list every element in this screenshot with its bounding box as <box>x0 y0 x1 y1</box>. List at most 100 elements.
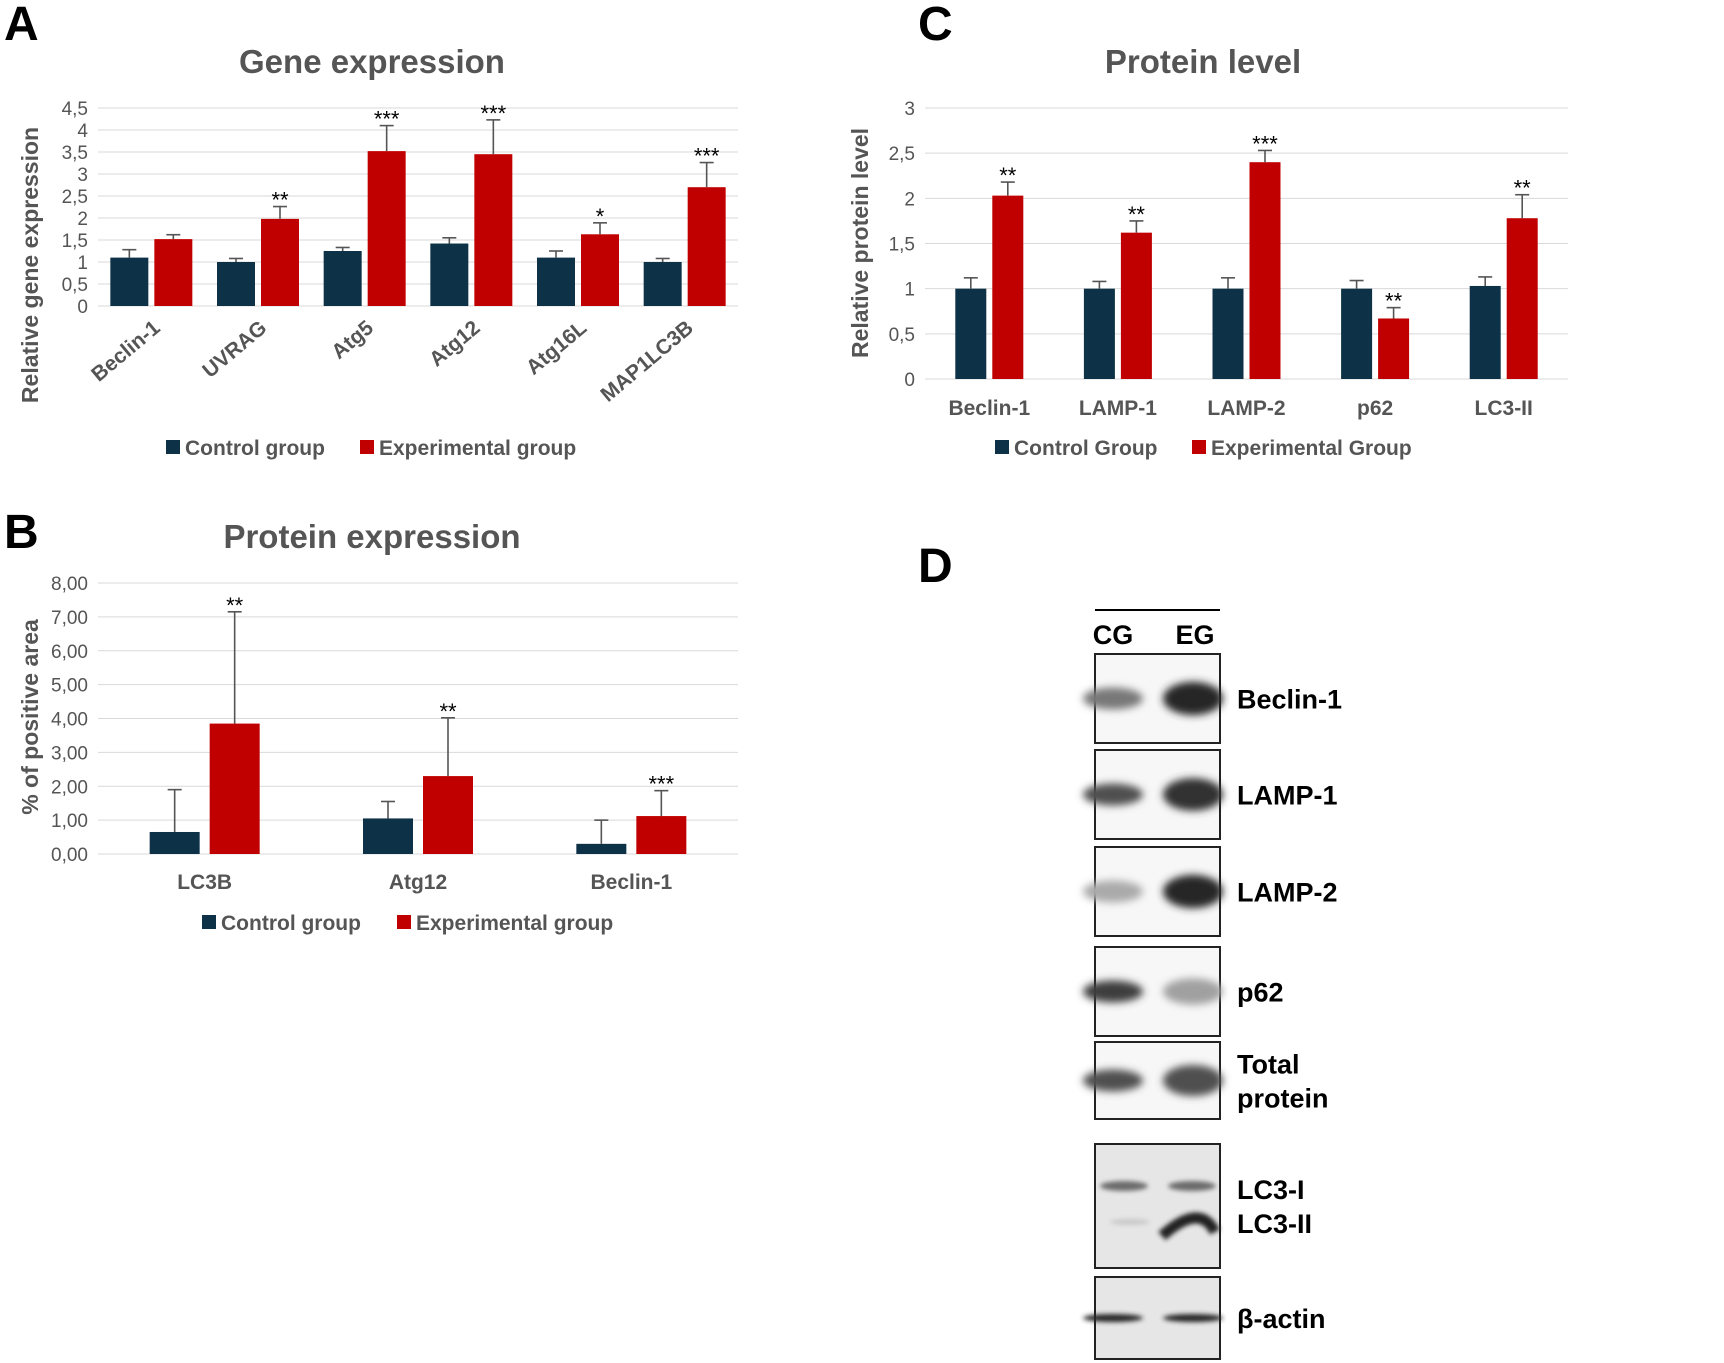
experimental-bar <box>154 239 193 306</box>
western-blot-panel: CG EG Beclin-1 LAMP-1 LAMP-2 p62 Total protein L… <box>1083 609 1342 1360</box>
y-tick-label: 3 <box>904 99 915 120</box>
blot-label: β-actin <box>1237 1304 1326 1334</box>
y-tick-label: 4,00 <box>51 710 88 731</box>
chart-a: Gene expression Relative gene expression 0… <box>17 43 738 460</box>
y-tick-label: 2,5 <box>62 187 88 208</box>
y-tick-label: 1 <box>904 280 915 301</box>
significance-marker: *** <box>694 144 720 169</box>
experimental-bar <box>1249 162 1281 379</box>
experimental-bar <box>474 154 513 306</box>
panel-letter-b: B <box>4 506 39 559</box>
control-bar <box>1083 288 1115 379</box>
y-tick-label: 1,00 <box>51 811 88 832</box>
y-tick-label: 0 <box>77 297 88 318</box>
legend-label-control: Control Group <box>1014 437 1157 460</box>
y-tick-label: 2,00 <box>51 777 88 798</box>
blot-actin: β-actin <box>1083 1276 1326 1360</box>
significance-marker: ** <box>439 699 457 724</box>
y-tick-label: 7,00 <box>51 608 88 629</box>
experimental-bar <box>992 195 1024 379</box>
legend-swatch-experimental <box>397 915 411 929</box>
band-eg <box>1163 681 1223 716</box>
band-cg <box>1083 687 1143 710</box>
control-bar <box>537 257 575 306</box>
y-tick-label: 3 <box>77 165 88 186</box>
blot-label: LC3-II <box>1237 1209 1312 1239</box>
blot-beclin: Beclin-1 <box>1083 653 1342 744</box>
y-tick-label: 2 <box>77 209 88 230</box>
blot-total-protein: Total protein <box>1083 1041 1329 1120</box>
lane-label-cg: CG <box>1093 620 1134 650</box>
y-tick-label: 2,5 <box>889 144 915 165</box>
category-label: Atg5 <box>327 316 378 364</box>
legend-label-experimental: Experimental group <box>379 437 576 460</box>
blot-label: protein <box>1237 1084 1329 1114</box>
y-tick-label: 0,5 <box>62 275 88 296</box>
experimental-bar <box>687 187 726 306</box>
y-tick-label: 3,00 <box>51 743 88 764</box>
control-bar <box>363 818 413 854</box>
band-cg <box>1083 1069 1143 1092</box>
legend-swatch-control <box>166 440 180 454</box>
control-bar <box>149 831 200 854</box>
category-label: Beclin-1 <box>87 316 165 386</box>
band-eg <box>1163 1065 1223 1096</box>
control-bar <box>1469 285 1501 379</box>
legend-swatch-experimental <box>360 440 374 454</box>
blot-p62: p62 <box>1083 946 1284 1037</box>
category-label: LAMP-2 <box>1207 397 1285 420</box>
experimental-bar <box>1506 218 1538 379</box>
significance-marker: * <box>596 204 605 229</box>
y-tick-label: 1,5 <box>62 231 88 252</box>
legend-label-control: Control group <box>185 437 325 460</box>
experimental-bar <box>581 234 619 306</box>
experimental-bar <box>636 816 687 854</box>
category-label: p62 <box>1357 397 1393 420</box>
blot-label: LAMP-1 <box>1237 781 1338 811</box>
category-label: Beclin-1 <box>948 397 1030 420</box>
significance-marker: *** <box>1252 131 1278 156</box>
panel-letter-d: D <box>918 540 953 593</box>
category-label: LC3B <box>177 871 232 894</box>
y-tick-label: 4 <box>77 121 88 142</box>
chart-title: Protein expression <box>223 518 520 555</box>
panel-letter-a: A <box>4 0 39 51</box>
y-tick-label: 3,5 <box>62 143 88 164</box>
significance-marker: ** <box>226 593 244 618</box>
y-axis-label: Relative gene expression <box>17 127 43 403</box>
band-lc3-i-cg <box>1100 1181 1148 1191</box>
significance-marker: ** <box>271 188 289 213</box>
chart-b: Protein expression % of positive area 0,00… <box>17 518 738 935</box>
y-tick-label: 8,00 <box>51 574 88 595</box>
legend-label-control: Control group <box>221 912 361 935</box>
band-eg <box>1163 874 1223 909</box>
category-label: LAMP-1 <box>1079 397 1157 420</box>
y-tick-label: 5,00 <box>51 676 88 697</box>
significance-marker: ** <box>1128 202 1146 227</box>
band-lc3-ii-eg <box>1158 1212 1220 1241</box>
experimental-bar <box>367 151 406 306</box>
experimental-bar <box>209 723 260 854</box>
experimental-bar <box>1120 232 1152 379</box>
y-axis-label: Relative protein level <box>847 128 873 358</box>
category-label: UVRAG <box>198 316 271 382</box>
band-eg <box>1163 778 1223 811</box>
control-bar <box>110 257 149 306</box>
control-bar <box>1212 288 1244 379</box>
category-label: MAP1LC3B <box>596 316 697 406</box>
legend-label-experimental: Experimental group <box>416 912 613 935</box>
control-bar <box>430 243 469 306</box>
experimental-bar <box>261 218 299 306</box>
significance-marker: *** <box>374 107 400 132</box>
chart-title: Gene expression <box>239 43 505 80</box>
control-bar <box>955 288 987 379</box>
significance-marker: ** <box>1385 289 1403 314</box>
band-eg <box>1163 1314 1223 1322</box>
blot-label: Beclin-1 <box>1237 685 1342 715</box>
y-tick-label: 0,00 <box>51 845 88 866</box>
panel-letter-c: C <box>918 0 953 51</box>
blot-lamp1: LAMP-1 <box>1083 749 1338 840</box>
y-tick-label: 0,5 <box>889 325 915 346</box>
category-label: LC3-II <box>1475 397 1533 420</box>
control-bar <box>217 262 255 306</box>
